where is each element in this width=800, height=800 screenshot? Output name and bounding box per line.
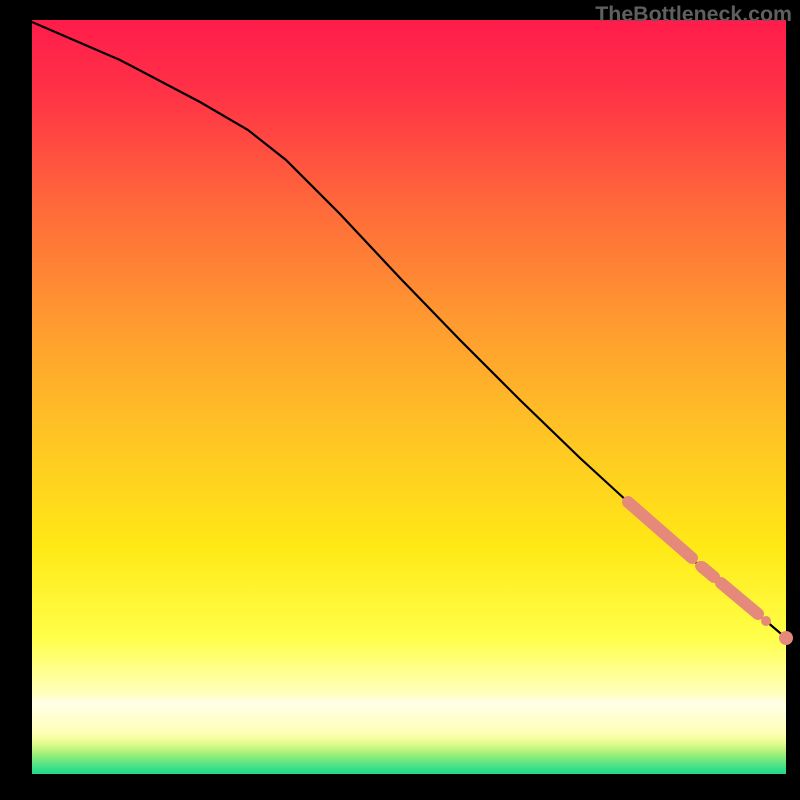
marker-segment [628,502,692,558]
marker-dot [761,616,771,626]
bottleneck-chart: TheBottleneck.com [0,0,800,800]
chart-markers [628,502,793,645]
marker-segment [721,583,758,614]
chart-overlay [0,0,800,800]
watermark-label: TheBottleneck.com [595,2,792,27]
marker-dot [779,631,793,645]
marker-dot [695,561,705,571]
